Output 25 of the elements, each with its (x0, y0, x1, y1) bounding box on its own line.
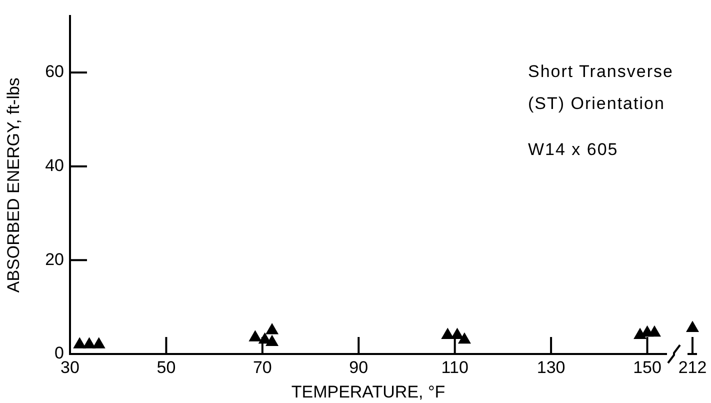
point (648, 326, 661, 337)
point (451, 328, 464, 339)
point (266, 324, 278, 334)
y-tick-label: 40 (45, 156, 64, 176)
y-axis-title: ABSORBED ENERGY, ft-lbs (4, 78, 23, 293)
annotation: Short Transverse (ST) Orientation (528, 61, 674, 115)
x-tick-label: 30 (60, 358, 80, 377)
point (266, 335, 278, 346)
annotation: W14 x 605 (528, 139, 620, 161)
x-axis-title: TEMPERATURE, °F (291, 382, 446, 402)
point (73, 338, 86, 348)
point (441, 328, 454, 339)
point (458, 332, 471, 344)
y-tick-label: 20 (45, 250, 64, 269)
point (249, 330, 262, 342)
y-tick-label: 60 (45, 62, 64, 82)
x-tick-label: 212 (678, 358, 707, 377)
x-tick-label: 70 (252, 358, 272, 377)
point (92, 338, 105, 348)
x-tick-label: 90 (349, 358, 368, 377)
x-tick-label: 130 (536, 358, 566, 377)
x-tick-label: 50 (156, 358, 176, 377)
x-tick-label: 150 (633, 358, 662, 377)
point (83, 338, 96, 348)
x-tick-label: 110 (441, 358, 468, 377)
